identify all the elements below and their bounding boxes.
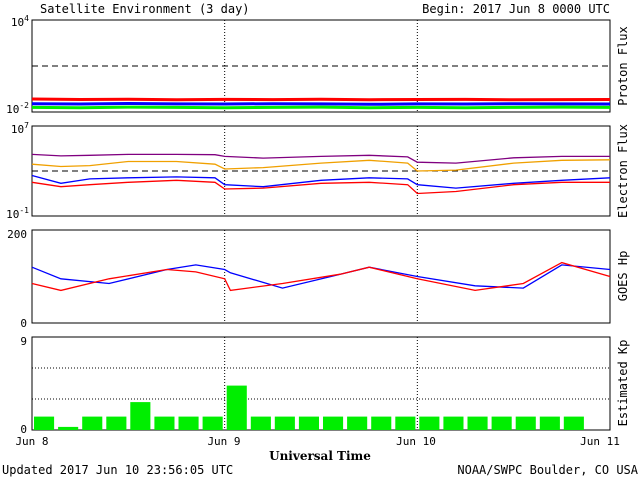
kp-bar <box>419 416 440 430</box>
electron-ylabel: Electron Flux <box>616 124 630 218</box>
xtick-jun8: Jun 8 <box>15 435 48 448</box>
x-axis-label: Universal Time <box>269 449 371 463</box>
kp-ytick-top: 9 <box>20 335 27 348</box>
series-line-1-orange <box>31 159 611 172</box>
kp-bar <box>250 416 271 430</box>
plot-layer <box>31 20 611 430</box>
kp-bar <box>202 416 223 430</box>
kp-bar <box>323 416 344 430</box>
kp-bar <box>491 416 512 430</box>
kp-ytick-bottom: 0 <box>20 423 27 436</box>
kp-bar <box>58 426 79 430</box>
electron-ytick-bottom: 10-1 <box>6 206 29 221</box>
kp-bar <box>443 416 464 430</box>
goes-ytick-top: 200 <box>7 228 27 241</box>
panel-frame-kp <box>31 336 611 431</box>
series-line-2-blue <box>31 264 611 289</box>
kp-bar <box>298 416 319 430</box>
electron-ytick-top: 107 <box>11 121 29 136</box>
series-line-0-green <box>31 105 611 110</box>
kp-ylabel: Estimated Kp <box>616 340 630 427</box>
updated-timestamp: Updated 2017 Jun 10 23:56:05 UTC <box>2 463 233 477</box>
kp-bar <box>539 416 560 430</box>
series-line-0-blue <box>31 101 611 106</box>
proton-ytick-top: 104 <box>11 14 29 29</box>
series-line-1-purple <box>31 153 610 164</box>
panel-frame-goes-hp <box>31 229 611 324</box>
series-line-1-blue <box>31 174 611 189</box>
kp-bar <box>178 416 199 430</box>
series-line-0-red <box>31 97 611 102</box>
kp-bar <box>563 416 584 430</box>
kp-bar <box>347 416 368 430</box>
kp-bar <box>467 416 488 430</box>
kp-bar <box>154 416 175 430</box>
goes-ytick-bottom: 0 <box>20 317 27 330</box>
kp-bar <box>395 416 416 430</box>
kp-bar <box>130 402 151 430</box>
kp-bar <box>34 416 55 430</box>
kp-bar <box>371 416 392 430</box>
kp-bar <box>274 416 295 430</box>
xtick-jun10: Jun 10 <box>396 435 436 448</box>
kp-bar <box>106 416 127 430</box>
chart-title: Satellite Environment (3 day) <box>40 2 250 16</box>
series-line-2-red <box>31 261 611 292</box>
begin-time: Begin: 2017 Jun 8 0000 UTC <box>422 2 610 16</box>
kp-bar <box>515 416 536 430</box>
kp-bar <box>82 416 103 430</box>
goes-ylabel: GOES Hp <box>616 251 630 302</box>
series-line-1-red <box>31 179 610 195</box>
proton-ylabel: Proton Flux <box>616 26 630 105</box>
xtick-jun11: Jun 11 <box>580 435 620 448</box>
proton-ytick-bottom: 10-2 <box>6 101 29 116</box>
credit-text: NOAA/SWPC Boulder, CO USA <box>457 463 638 477</box>
kp-bar <box>226 385 247 430</box>
xtick-jun9: Jun 9 <box>207 435 240 448</box>
